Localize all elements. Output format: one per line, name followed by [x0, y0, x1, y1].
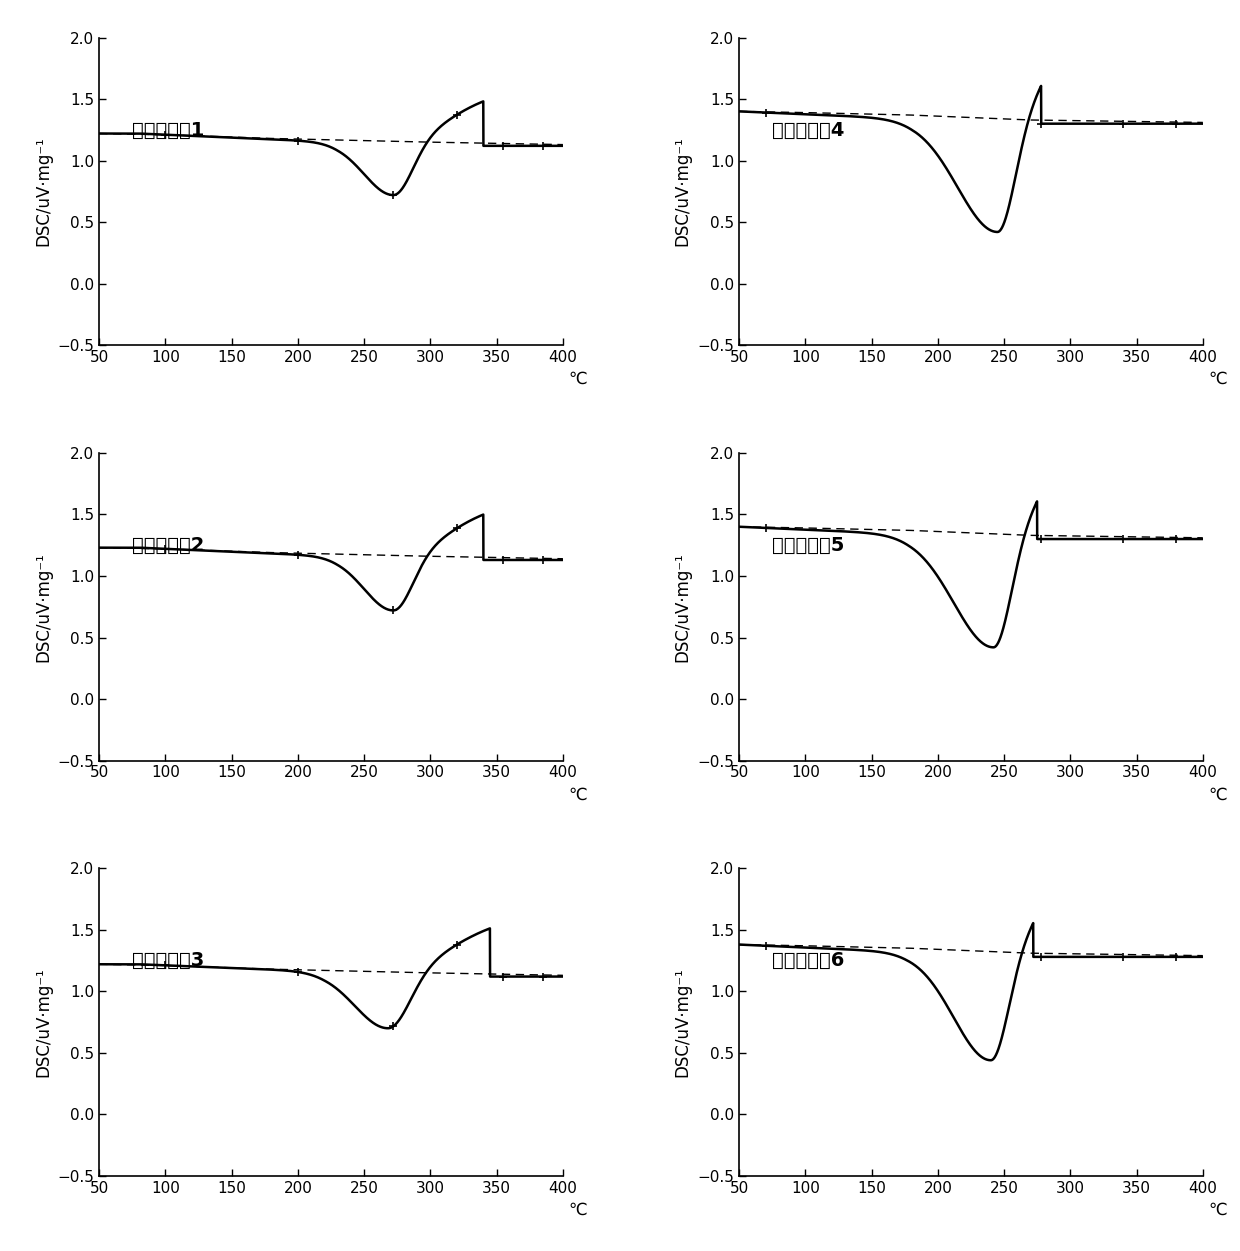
- Y-axis label: DSC/uV·mg⁻¹: DSC/uV·mg⁻¹: [33, 552, 52, 662]
- Text: 油茶粕多肽5: 油茶粕多肽5: [771, 535, 844, 555]
- Text: ℃: ℃: [1208, 370, 1228, 388]
- Text: 油茶粕多肽4: 油茶粕多肽4: [771, 120, 844, 140]
- Y-axis label: DSC/uV·mg⁻¹: DSC/uV·mg⁻¹: [673, 136, 692, 246]
- Y-axis label: DSC/uV·mg⁻¹: DSC/uV·mg⁻¹: [33, 967, 52, 1077]
- Text: 油茶粕多肽1: 油茶粕多肽1: [131, 120, 205, 140]
- Text: ℃: ℃: [568, 786, 587, 803]
- Text: ℃: ℃: [1208, 1201, 1228, 1218]
- Y-axis label: DSC/uV·mg⁻¹: DSC/uV·mg⁻¹: [673, 552, 692, 662]
- Text: ℃: ℃: [568, 370, 587, 388]
- Text: 油茶粕多肽3: 油茶粕多肽3: [131, 951, 203, 971]
- Text: ℃: ℃: [568, 1201, 587, 1218]
- Y-axis label: DSC/uV·mg⁻¹: DSC/uV·mg⁻¹: [673, 967, 692, 1077]
- Text: 油茶粕多肽2: 油茶粕多肽2: [131, 535, 205, 555]
- Text: ℃: ℃: [1208, 786, 1228, 803]
- Y-axis label: DSC/uV·mg⁻¹: DSC/uV·mg⁻¹: [33, 136, 52, 246]
- Text: 油茶粕多肽6: 油茶粕多肽6: [771, 951, 844, 971]
